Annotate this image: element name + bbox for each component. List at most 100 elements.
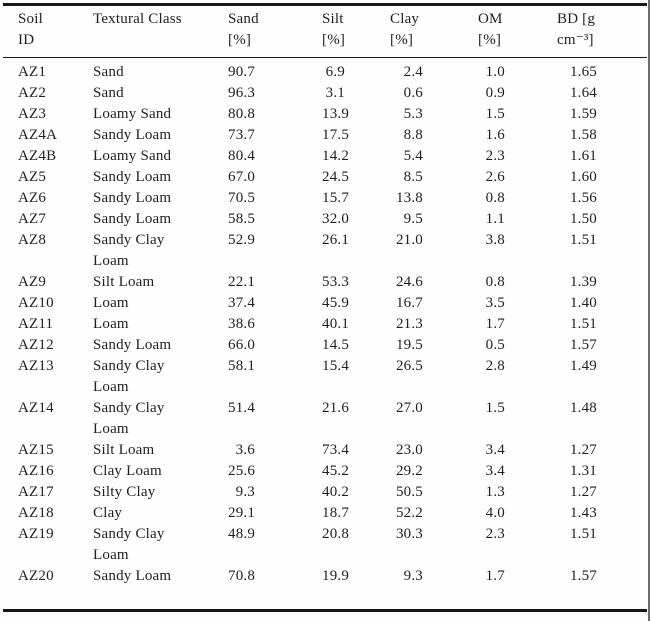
- textural-class-text: Silt Loam: [93, 442, 155, 458]
- cell-sand: 73.7: [228, 127, 256, 143]
- cell-bd: 1.50: [569, 211, 597, 227]
- cell-textural-class: Sandy Clay Loam: [93, 230, 228, 272]
- header-clay: Clay [%]: [390, 9, 478, 57]
- cell-soil-id: AZ16: [18, 463, 54, 479]
- cell-silt: 20.8: [322, 526, 350, 542]
- table-row: AZ19 Sandy Clay Loam 48.9 20.8 30.3 2.3 …: [18, 524, 642, 566]
- cell-om: 1.6: [485, 127, 505, 143]
- cell-silt: 26.1: [322, 232, 350, 248]
- cell-sand: 58.5: [228, 211, 256, 227]
- cell-om: 3.4: [485, 442, 505, 458]
- cell-sand: 37.4: [228, 295, 256, 311]
- table-row: AZ5 Sandy Loam 67.0 24.5 8.5 2.6 1.60: [18, 167, 642, 188]
- header-soil-id-line1: Soil: [18, 11, 43, 27]
- cell-soil-id: AZ2: [18, 85, 47, 101]
- cell-clay: 23.0: [395, 442, 423, 458]
- cell-bd: 1.51: [569, 526, 597, 542]
- cell-bd: 1.48: [569, 400, 597, 416]
- cell-clay: 9.5: [403, 211, 423, 227]
- textural-class-text: Silty Clay: [93, 484, 156, 500]
- cell-om: 1.5: [485, 106, 505, 122]
- cell-silt: 13.9: [322, 106, 350, 122]
- header-silt-line1: Silt: [322, 11, 344, 27]
- cell-soil-id: AZ8: [18, 232, 47, 248]
- cell-clay: 2.4: [403, 64, 423, 80]
- cell-soil-id: AZ14: [18, 400, 54, 416]
- table-body: AZ1 Sand 90.7 6.9 2.4 1.0 1.65 AZ2 Sand …: [18, 57, 642, 587]
- cell-textural-class: Sandy Loam: [93, 188, 228, 209]
- cell-sand: 96.3: [228, 85, 256, 101]
- cell-textural-class: Loam: [93, 293, 228, 314]
- textural-class-text: Silt Loam: [93, 274, 155, 290]
- cell-sand: 38.6: [228, 316, 256, 332]
- cell-bd: 1.31: [569, 463, 597, 479]
- cell-silt: 32.0: [322, 211, 350, 227]
- cell-bd: 1.40: [569, 295, 597, 311]
- cell-clay: 21.3: [395, 316, 423, 332]
- header-om-line1: OM: [478, 11, 503, 27]
- table-top-rule: [3, 3, 647, 6]
- cell-bd: 1.27: [569, 484, 597, 500]
- cell-clay: 5.3: [403, 106, 423, 122]
- table-row: AZ12 Sandy Loam 66.0 14.5 19.5 0.5 1.57: [18, 335, 642, 356]
- textural-class-text: Clay: [93, 505, 123, 521]
- table-row: AZ2 Sand 96.3 3.1 0.6 0.9 1.64: [18, 83, 642, 104]
- cell-om: 4.0: [485, 505, 505, 521]
- header-sand-line1: Sand: [228, 11, 259, 27]
- cell-silt: 14.2: [322, 148, 350, 164]
- cell-silt: 24.5: [322, 169, 350, 185]
- cell-sand: 90.7: [228, 64, 256, 80]
- table-row: AZ10 Loam 37.4 45.9 16.7 3.5 1.40: [18, 293, 642, 314]
- table-row: AZ16 Clay Loam 25.6 45.2 29.2 3.4 1.31: [18, 461, 642, 482]
- cell-silt: 53.3: [322, 274, 350, 290]
- cell-soil-id: AZ15: [18, 442, 54, 458]
- cell-clay: 8.8: [403, 127, 423, 143]
- table-row: AZ7 Sandy Loam 58.5 32.0 9.5 1.1 1.50: [18, 209, 642, 230]
- cell-sand: 70.5: [228, 190, 256, 206]
- cell-soil-id: AZ18: [18, 505, 54, 521]
- cell-sand: 25.6: [228, 463, 256, 479]
- textural-class-text: Sandy Clay Loam: [93, 400, 165, 437]
- cell-om: 2.3: [485, 526, 505, 542]
- table-row: AZ20 Sandy Loam 70.8 19.9 9.3 1.7 1.57: [18, 566, 642, 587]
- cell-clay: 13.8: [395, 190, 423, 206]
- cell-soil-id: AZ10: [18, 295, 54, 311]
- header-textural-class-line1: Textural Class: [93, 11, 182, 27]
- table-row: AZ1 Sand 90.7 6.9 2.4 1.0 1.65: [18, 57, 642, 83]
- cell-sand: 67.0: [228, 169, 256, 185]
- cell-textural-class: Sandy Loam: [93, 335, 228, 356]
- cell-clay: 24.6: [395, 274, 423, 290]
- cell-soil-id: AZ4A: [18, 127, 58, 143]
- cell-om: 1.1: [485, 211, 505, 227]
- cell-silt: 40.1: [322, 316, 350, 332]
- cell-soil-id: AZ13: [18, 358, 54, 374]
- cell-clay: 29.2: [395, 463, 423, 479]
- header-silt: Silt [%]: [322, 9, 390, 57]
- cell-textural-class: Clay Loam: [93, 461, 228, 482]
- cell-sand: 52.9: [228, 232, 256, 248]
- cell-om: 0.5: [485, 337, 505, 353]
- cell-textural-class: Sandy Loam: [93, 167, 228, 188]
- header-textural-class: Textural Class: [93, 9, 228, 57]
- cell-sand: 51.4: [228, 400, 256, 416]
- textural-class-text: Loamy Sand: [93, 148, 172, 164]
- textural-class-text: Sandy Clay Loam: [93, 526, 165, 563]
- textural-class-text: Sandy Clay Loam: [93, 358, 165, 395]
- cell-clay: 21.0: [395, 232, 423, 248]
- cell-silt: 21.6: [322, 400, 350, 416]
- cell-om: 0.8: [485, 274, 505, 290]
- cell-soil-id: AZ17: [18, 484, 54, 500]
- cell-bd: 1.59: [569, 106, 597, 122]
- cell-soil-id: AZ4B: [18, 148, 57, 164]
- cell-om: 1.5: [485, 400, 505, 416]
- cell-textural-class: Loamy Sand: [93, 104, 228, 125]
- header-separator-rule: [3, 57, 647, 59]
- cell-bd: 1.57: [569, 337, 597, 353]
- table-row: AZ9 Silt Loam 22.1 53.3 24.6 0.8 1.39: [18, 272, 642, 293]
- cell-clay: 30.3: [395, 526, 423, 542]
- cell-om: 2.8: [485, 358, 505, 374]
- cell-bd: 1.49: [569, 358, 597, 374]
- cell-sand: 70.8: [228, 568, 256, 584]
- cell-textural-class: Clay: [93, 503, 228, 524]
